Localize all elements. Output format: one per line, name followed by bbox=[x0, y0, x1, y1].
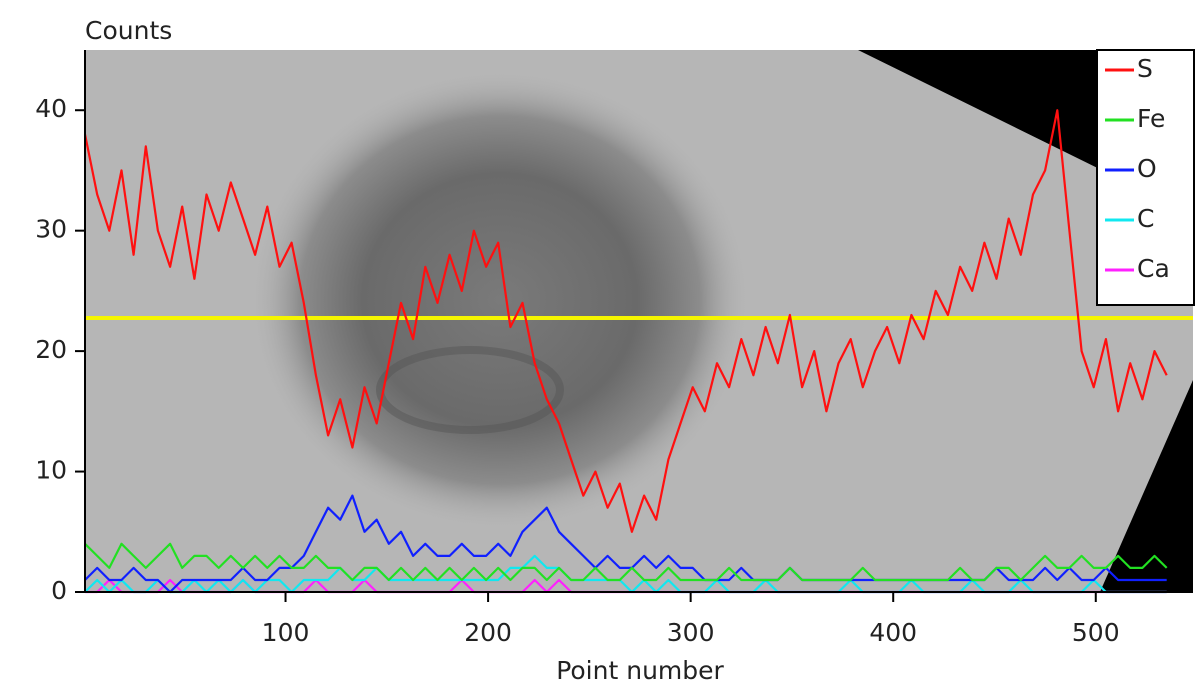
x-tick-label: 300 bbox=[667, 618, 715, 647]
legend-label: O bbox=[1137, 154, 1157, 183]
legend-label: Ca bbox=[1137, 254, 1170, 283]
legend-label: S bbox=[1137, 54, 1153, 83]
y-tick-label: 0 bbox=[51, 576, 67, 605]
y-tick-label: 30 bbox=[35, 215, 67, 244]
x-tick-label: 400 bbox=[869, 618, 917, 647]
legend-label: Fe bbox=[1137, 104, 1165, 133]
x-tick-label: 100 bbox=[262, 618, 310, 647]
x-tick-label: 500 bbox=[1072, 618, 1120, 647]
series-line bbox=[83, 109, 1168, 533]
y-tick-label: 40 bbox=[35, 94, 67, 123]
legend bbox=[1096, 49, 1195, 306]
y-tick-label: 20 bbox=[35, 335, 67, 364]
x-axis-title: Point number bbox=[556, 656, 724, 685]
y-tick-label: 10 bbox=[35, 456, 67, 485]
x-tick-label: 200 bbox=[464, 618, 512, 647]
legend-label: C bbox=[1137, 204, 1154, 233]
y-axis-title: Counts bbox=[85, 16, 172, 45]
series-line bbox=[84, 542, 1168, 582]
